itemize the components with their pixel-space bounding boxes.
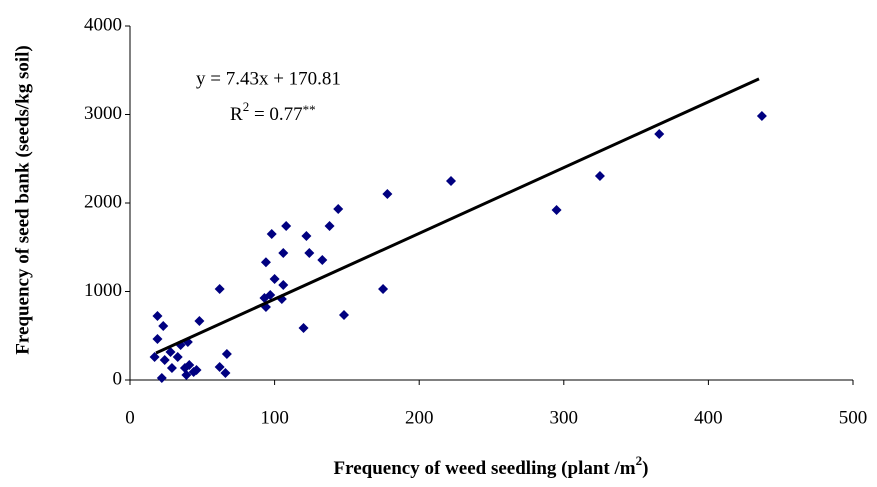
point — [446, 175, 457, 186]
point — [260, 257, 271, 268]
point — [281, 221, 292, 232]
point — [221, 348, 232, 359]
trend-line — [155, 77, 760, 355]
point — [158, 321, 169, 332]
r-squared: R2 = 0.77** — [230, 99, 316, 125]
point — [152, 334, 163, 345]
point — [172, 351, 183, 362]
point — [378, 284, 389, 295]
x-label-part: Frequency of weed seedling (plant /m — [334, 458, 636, 479]
point — [165, 347, 176, 358]
point — [266, 228, 277, 239]
y-tick-label: 1000 — [84, 280, 122, 301]
x-label-part: ) — [642, 458, 648, 479]
x-tick-label: 200 — [405, 407, 434, 428]
x-axis-label: Frequency of weed seedling (plant /m2) — [334, 453, 649, 479]
point — [194, 315, 205, 326]
x-tick-label: 100 — [260, 407, 289, 428]
r2-part: R — [230, 104, 243, 125]
point — [317, 254, 328, 265]
point — [220, 368, 231, 379]
point — [191, 364, 202, 375]
point — [333, 204, 344, 215]
r2-part: ** — [303, 102, 316, 117]
x-label-part: 2 — [636, 453, 643, 468]
point — [269, 274, 280, 285]
x-tick-label: 500 — [839, 407, 868, 428]
y-tick-label: 0 — [113, 368, 123, 389]
point — [181, 370, 192, 381]
point — [184, 359, 195, 370]
point — [159, 354, 170, 365]
point — [166, 362, 177, 373]
point — [278, 248, 289, 259]
point — [301, 231, 312, 242]
point — [304, 248, 315, 259]
point — [654, 128, 665, 139]
x-tick-label: 0 — [125, 407, 135, 428]
point — [382, 188, 393, 199]
x-tick-label: 400 — [694, 407, 723, 428]
r2-part: 2 — [243, 99, 250, 114]
point — [594, 171, 605, 182]
equation: y = 7.43x + 170.81 — [196, 68, 341, 89]
point — [339, 310, 350, 321]
point — [278, 280, 289, 291]
point — [214, 361, 225, 372]
point — [265, 290, 276, 301]
r2-part: = 0.77 — [249, 104, 302, 125]
point — [152, 311, 163, 322]
y-tick-label: 3000 — [84, 103, 122, 124]
x-tick-label: 300 — [550, 407, 579, 428]
y-axis-label: Frequency of seed bank (seeds/kg soil) — [12, 45, 33, 354]
y-tick-label: 4000 — [84, 14, 122, 35]
point — [156, 372, 167, 383]
point — [551, 204, 562, 215]
point — [298, 322, 309, 333]
point — [756, 111, 767, 122]
point — [214, 284, 225, 295]
point — [149, 351, 160, 362]
y-tick-label: 2000 — [84, 191, 122, 212]
point — [324, 221, 335, 232]
